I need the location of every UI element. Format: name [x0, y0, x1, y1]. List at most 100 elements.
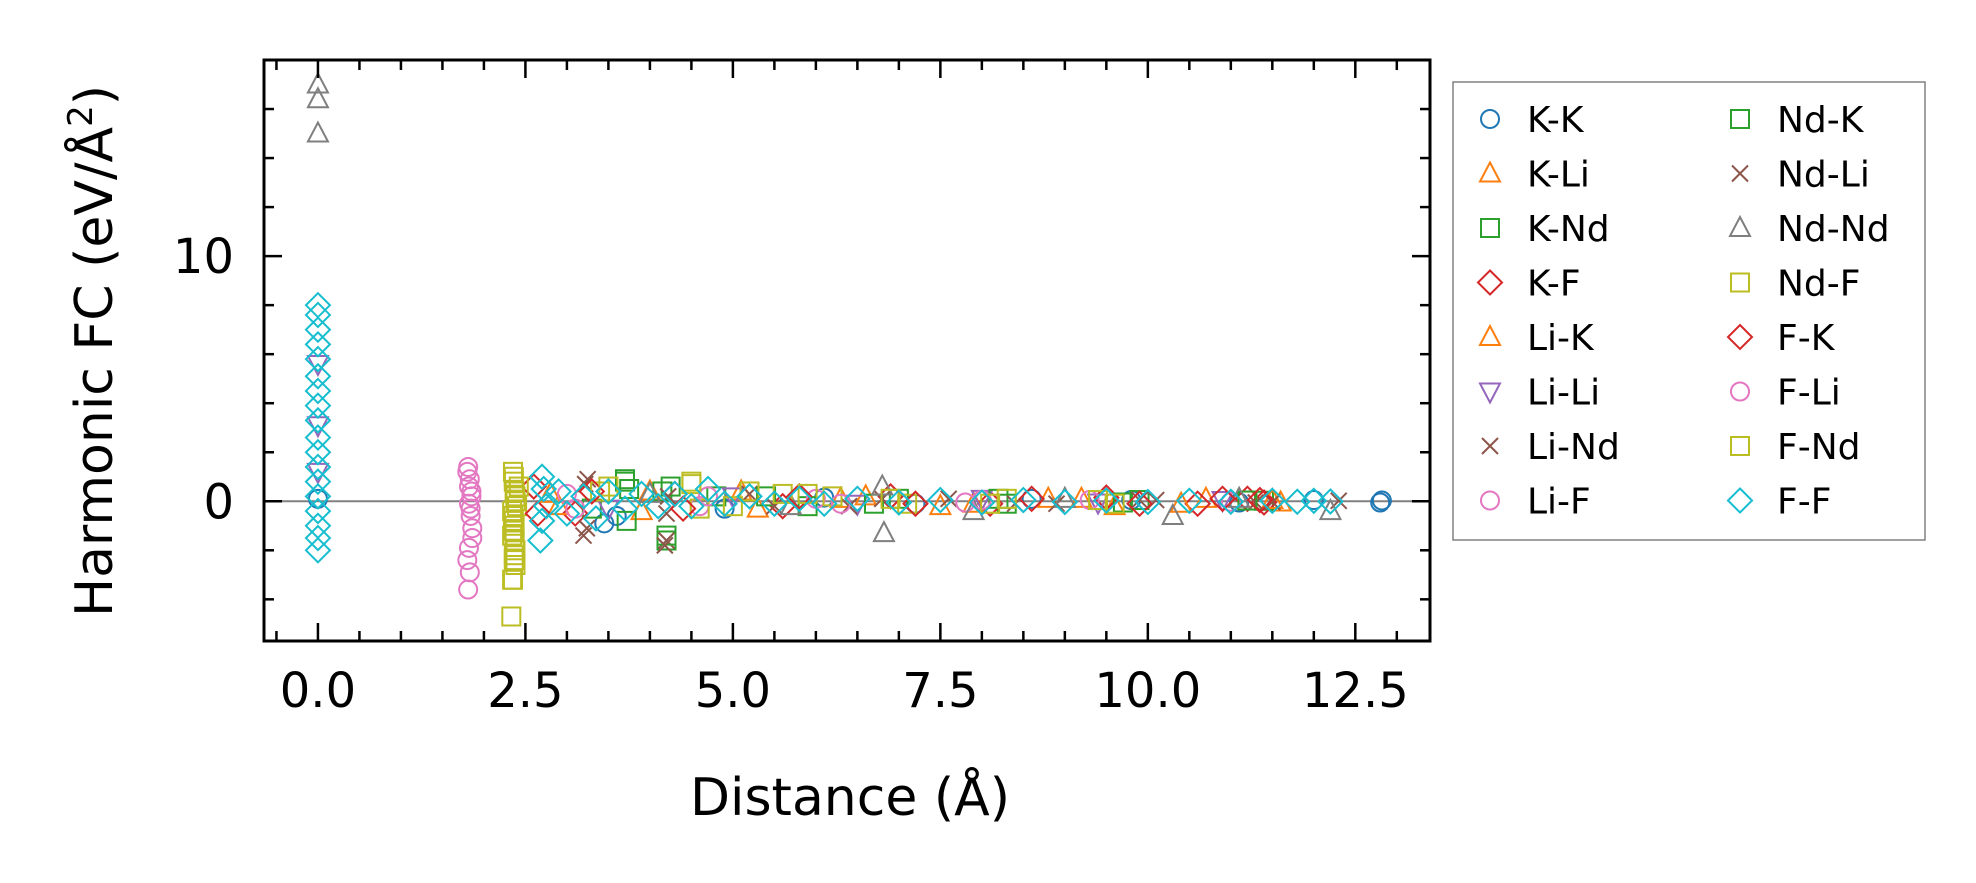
data-point	[681, 471, 702, 492]
data-point	[644, 492, 672, 520]
data-point	[304, 424, 332, 451]
data-point	[532, 492, 560, 520]
data-point	[677, 492, 705, 520]
legend-marker	[1480, 490, 1500, 511]
legend-label: Li-K	[1527, 318, 1595, 359]
data-point	[553, 500, 581, 527]
legend-entry: Li-Nd	[1481, 427, 1620, 468]
data-point	[1130, 491, 1149, 509]
data-point	[739, 481, 760, 502]
legend-entry: F-K	[1726, 318, 1836, 359]
data-point	[304, 524, 332, 552]
data-point	[1018, 485, 1046, 513]
data-point	[304, 406, 332, 434]
data-point	[520, 473, 548, 500]
legend-entry: K-F	[1476, 264, 1581, 305]
x-tick-label: 12.5	[1302, 663, 1409, 719]
data-point	[810, 490, 838, 518]
series-f-nd	[502, 466, 1109, 590]
legend-entry: Nd-F	[1730, 264, 1860, 305]
legend-entry: F-Li	[1730, 373, 1841, 414]
legend-entry: Li-F	[1480, 482, 1591, 523]
data-point	[306, 120, 330, 143]
data-point	[1260, 486, 1284, 510]
data-point	[304, 301, 332, 329]
data-point	[505, 555, 526, 576]
x-tick-label: 7.5	[902, 663, 978, 719]
data-point	[760, 490, 788, 518]
data-point	[638, 478, 662, 501]
data-point	[582, 505, 610, 532]
y-axis-title-superscript: 2	[61, 105, 101, 127]
legend-marker	[1478, 382, 1502, 405]
legend-marker	[1730, 109, 1750, 129]
x-axis-title: Distance (Å)	[690, 766, 1010, 828]
legend-label: Nd-K	[1777, 100, 1865, 141]
series-nd-nd	[306, 71, 1343, 543]
x-tick-label: 0.0	[280, 663, 356, 719]
data-point	[1088, 490, 1109, 511]
data-point	[503, 466, 524, 487]
legend-label: Li-Nd	[1527, 427, 1620, 468]
legend-label: Nd-Nd	[1777, 209, 1890, 250]
data-point	[528, 507, 556, 535]
data-point	[458, 456, 479, 477]
legend-label: Li-Li	[1527, 373, 1600, 414]
legend-label: Nd-F	[1777, 264, 1860, 305]
legend-marker	[1726, 487, 1754, 514]
data-point	[578, 519, 596, 537]
legend-label: K-Nd	[1527, 209, 1610, 250]
data-point	[459, 562, 480, 583]
y-tick-label: 0	[203, 474, 234, 530]
data-point	[1126, 490, 1153, 518]
data-point	[1209, 485, 1236, 513]
legend-entry: F-F	[1726, 482, 1831, 523]
plot-area	[264, 71, 1430, 627]
data-point	[501, 606, 522, 627]
data-point	[961, 497, 986, 521]
data-point	[659, 487, 677, 506]
x-tick-label: 10.0	[1094, 663, 1201, 719]
data-point	[458, 493, 479, 514]
legend-label: F-F	[1777, 482, 1831, 523]
data-point	[458, 579, 479, 600]
data-point	[1217, 488, 1245, 516]
legend-marker	[1480, 109, 1500, 129]
legend-marker	[1478, 323, 1502, 346]
legend-entry: Li-K	[1478, 318, 1595, 359]
data-point	[694, 475, 722, 503]
y-axis-title: Harmonic FC (eV/Å2)	[61, 85, 125, 617]
data-point	[1169, 490, 1193, 513]
data-point	[461, 481, 482, 502]
data-point	[1021, 488, 1042, 509]
data-point	[1134, 488, 1162, 516]
legend-marker	[1731, 164, 1749, 183]
data-point	[756, 486, 777, 507]
data-point	[1009, 486, 1037, 514]
data-point	[968, 489, 996, 516]
x-tick-label: 2.5	[487, 663, 563, 719]
data-point	[304, 377, 332, 405]
data-point	[785, 485, 813, 513]
legend-entry: Li-Li	[1478, 373, 1600, 414]
data-point	[304, 468, 332, 496]
data-point	[722, 496, 743, 517]
data-point	[459, 469, 480, 490]
data-point	[1161, 502, 1185, 525]
data-point	[598, 476, 619, 497]
data-point	[996, 488, 1017, 509]
data-point	[304, 291, 332, 319]
data-point	[462, 518, 483, 539]
data-point	[304, 482, 332, 510]
data-point	[457, 550, 478, 571]
data-point	[1069, 485, 1094, 508]
legend-label: K-F	[1527, 264, 1581, 305]
data-point	[628, 480, 656, 508]
data-point	[1210, 491, 1235, 514]
data-point	[843, 485, 871, 513]
data-point	[458, 537, 479, 558]
legend-entry: K-K	[1480, 100, 1585, 141]
legend: K-K K-Li K-Nd K-F Li-K Li-Li Li-Nd Li-F Nd-K Nd-L…	[1452, 81, 1926, 541]
data-point	[1370, 492, 1391, 513]
